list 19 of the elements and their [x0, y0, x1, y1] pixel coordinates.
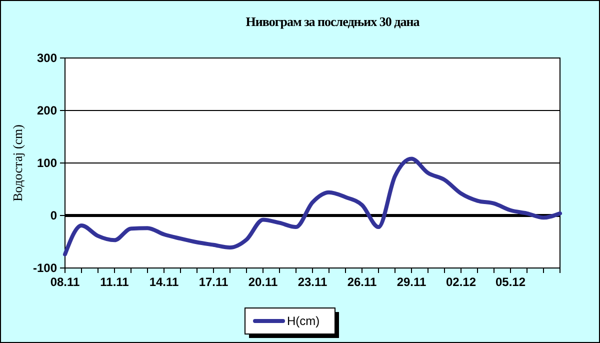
x-tick-label: 08.11 [50, 275, 80, 289]
y-tick-label: -100 [32, 261, 58, 276]
y-tick-label: 300 [36, 51, 58, 66]
x-tick-label: 14.11 [149, 275, 180, 289]
y-tick-label: 0 [50, 208, 58, 223]
x-tick-label: 11.11 [100, 275, 130, 289]
x-tick-label: 17.11 [198, 275, 229, 289]
chart-title: Нивограм за последњих 30 дана [246, 14, 420, 29]
y-tick-label: 100 [36, 156, 58, 170]
y-tick-label: 200 [36, 104, 58, 118]
x-tick-label: 20.11 [248, 275, 278, 289]
x-tick-label: 26.11 [347, 275, 378, 289]
y-axis-title: Водостај (cm) [10, 124, 25, 202]
legend-label: H(cm) [287, 314, 320, 328]
x-tick-label: 29.11 [396, 275, 427, 289]
x-tick-label: 02.12 [446, 275, 476, 289]
x-tick-label: 23.11 [298, 275, 328, 289]
x-tick-label: 05.12 [495, 275, 526, 289]
line-series [63, 156, 562, 256]
